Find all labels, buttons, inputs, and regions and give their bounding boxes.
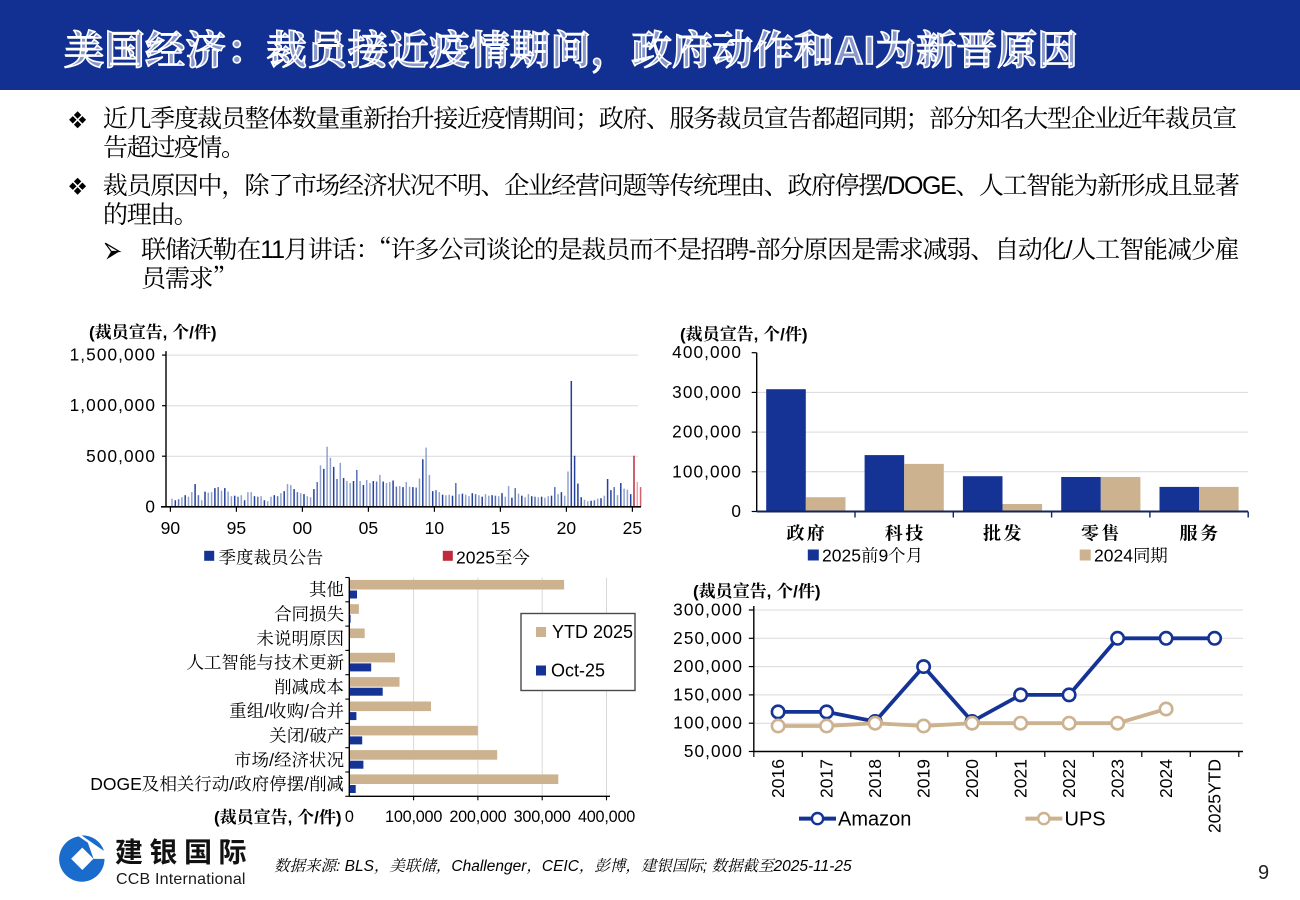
svg-text:其他: 其他 <box>309 577 344 602</box>
svg-text:15: 15 <box>491 518 510 538</box>
svg-text:1,500,000: 1,500,000 <box>70 345 156 365</box>
svg-text:Oct-25: Oct-25 <box>551 661 605 681</box>
svg-text:科技: 科技 <box>885 520 926 546</box>
svg-text:250,000: 250,000 <box>673 628 743 648</box>
svg-text:人工智能与技术更新: 人工智能与技术更新 <box>187 650 345 675</box>
svg-text:UPS: UPS <box>1065 809 1106 831</box>
svg-text:2025前9个月: 2025前9个月 <box>822 543 923 568</box>
svg-text:150,000: 150,000 <box>673 684 743 704</box>
svg-text:20: 20 <box>557 518 577 538</box>
svg-text:200,000: 200,000 <box>672 422 742 442</box>
svg-text:0: 0 <box>345 808 354 826</box>
svg-text:500,000: 500,000 <box>86 446 156 466</box>
svg-text:200,000: 200,000 <box>673 656 743 676</box>
svg-text:2022: 2022 <box>1059 759 1079 798</box>
svg-text:90: 90 <box>161 518 181 538</box>
svg-text:2025至今: 2025至今 <box>456 545 530 570</box>
svg-text:2019: 2019 <box>914 759 934 798</box>
svg-text:200,000: 200,000 <box>449 808 506 826</box>
svg-text:300,000: 300,000 <box>514 808 571 826</box>
svg-text:市场/经济状况: 市场/经济状况 <box>234 747 344 772</box>
svg-text:50,000: 50,000 <box>684 741 743 761</box>
svg-text:100,000: 100,000 <box>673 713 743 733</box>
svg-text:DOGE及相关行动/政府停摆/削减: DOGE及相关行动/政府停摆/削减 <box>90 771 344 796</box>
svg-text:00: 00 <box>293 518 313 538</box>
svg-text:政府: 政府 <box>786 520 827 546</box>
svg-text:服务: 服务 <box>1180 520 1221 546</box>
svg-text:季度裁员公告: 季度裁员公告 <box>219 545 324 570</box>
svg-text:重组/收购/合并: 重组/收购/合并 <box>229 698 344 723</box>
svg-text:0: 0 <box>731 501 742 521</box>
svg-text:2021: 2021 <box>1011 759 1031 798</box>
svg-text:(裁员宣告, 个/件): (裁员宣告, 个/件) <box>680 320 808 345</box>
svg-text:1,000,000: 1,000,000 <box>70 395 156 415</box>
svg-text:2025YTD: 2025YTD <box>1205 759 1225 833</box>
svg-text:未说明原因: 未说明原因 <box>257 625 345 650</box>
svg-text:批发: 批发 <box>983 520 1024 546</box>
svg-text:2020: 2020 <box>962 759 982 798</box>
svg-text:Amazon: Amazon <box>838 809 911 831</box>
svg-text:100,000: 100,000 <box>672 461 742 481</box>
svg-text:(裁员宣告, 个/件): (裁员宣告, 个/件) <box>89 318 217 343</box>
svg-text:YTD 2025: YTD 2025 <box>552 622 633 642</box>
svg-text:400,000: 400,000 <box>578 808 635 826</box>
svg-text:零售: 零售 <box>1081 520 1122 546</box>
svg-text:关闭/破产: 关闭/破产 <box>269 723 344 748</box>
svg-text:300,000: 300,000 <box>673 600 743 620</box>
svg-text:2024: 2024 <box>1156 759 1176 798</box>
svg-text:10: 10 <box>425 518 445 538</box>
svg-text:0: 0 <box>145 496 156 516</box>
svg-text:2024同期: 2024同期 <box>1094 543 1168 568</box>
svg-text:05: 05 <box>359 518 378 538</box>
svg-text:400,000: 400,000 <box>672 342 742 362</box>
svg-text:25: 25 <box>623 518 642 538</box>
svg-text:2016: 2016 <box>768 759 788 798</box>
svg-text:95: 95 <box>227 518 246 538</box>
svg-text:合同损失: 合同损失 <box>274 601 344 626</box>
svg-text:300,000: 300,000 <box>672 382 742 402</box>
svg-text:(裁员宣告, 个/件): (裁员宣告, 个/件) <box>693 577 821 602</box>
svg-text:2017: 2017 <box>817 759 837 798</box>
svg-text:100,000: 100,000 <box>385 808 442 826</box>
svg-text:削减成本: 削减成本 <box>274 674 344 699</box>
svg-text:(裁员宣告, 个/件): (裁员宣告, 个/件) <box>214 803 342 828</box>
svg-text:2023: 2023 <box>1108 759 1128 798</box>
svg-text:2018: 2018 <box>865 759 885 798</box>
